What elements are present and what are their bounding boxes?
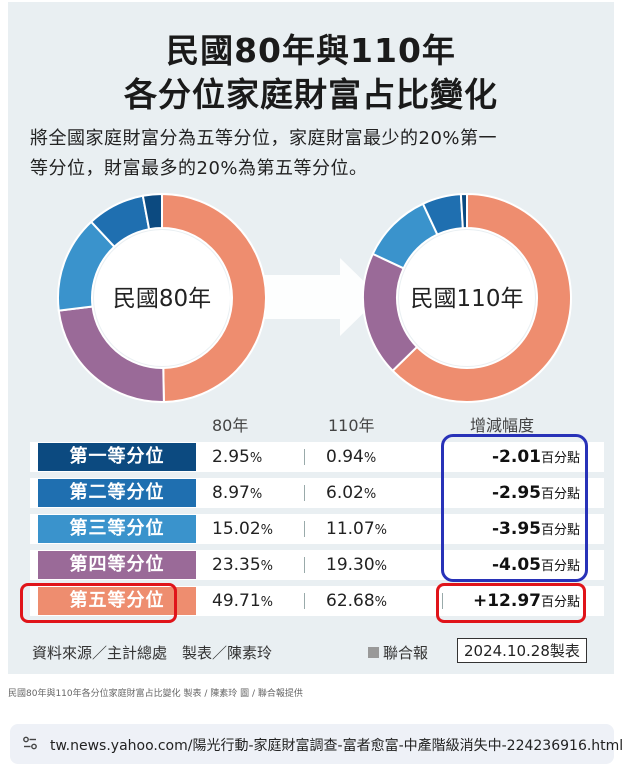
blue-highlight-box [441,434,588,582]
donut-slice-1 [459,192,468,230]
publisher-square-icon [368,647,379,658]
source-credit: 資料來源／主計總處 製表／陳素玲 [32,644,273,662]
table-row: 第四等分位 23.35% 19.30% -4.05百分點 [30,550,604,580]
column-divider [304,449,305,465]
donut-slice-1 [141,192,163,231]
value-110: 0.94% [326,447,377,467]
value-80: 8.97% [212,483,263,503]
column-divider [304,557,305,573]
column-header-80: 80年 [212,416,249,435]
value-80: 15.02% [212,519,274,539]
description-line-1: 將全國家庭財富分為五等分位，家庭財富最少的20%第一 [30,128,498,149]
row-label: 第三等分位 [38,515,196,543]
value-80: 49.71% [212,591,274,611]
donut-hole [399,230,535,366]
value-80: 23.35% [212,555,274,575]
donut-slice-5 [161,192,267,404]
row-label: 第五等分位 [38,587,196,615]
donut-hole [94,230,230,366]
date-stamp: 2024.10.28製表 [457,638,587,663]
row-label: 第二等分位 [38,479,196,507]
donut-slice-5 [391,192,572,403]
change-value: +12.97百分點 [472,591,580,611]
change-value: -4.05百分點 [491,555,580,575]
value-110: 62.68% [326,591,388,611]
url-text[interactable]: tw.news.yahoo.com/陽光行動-家庭財富調查-富者愈富-中產階級消… [50,738,622,754]
arrow-icon [230,258,380,336]
table-row: 第三等分位 15.02% 11.07% -3.95百分點 [30,514,604,544]
table-row: 第二等分位 8.97% 6.02% -2.95百分點 [30,478,604,508]
change-value: -2.01百分點 [491,447,580,467]
row-label: 第四等分位 [38,551,196,579]
red-highlight-box-change [436,583,586,623]
table-row: 第五等分位 49.71% 62.68% +12.97百分點 [30,586,604,616]
column-divider [304,485,305,501]
value-110: 6.02% [326,483,377,503]
value-110: 11.07% [326,519,388,539]
value-80: 2.95% [212,447,263,467]
publisher: 聯合報 [368,642,428,663]
change-value: -3.95百分點 [491,519,580,539]
donut-center-label: 民國80年 [113,286,211,312]
change-value: -2.95百分點 [491,483,580,503]
site-settings-icon[interactable] [22,735,38,751]
image-caption: 民國80年與110年各分位家庭財富占比變化 製表 / 陳素玲 圖 / 聯合報提供 [8,689,303,699]
column-divider [442,593,443,609]
donut-80: 民國80年 [57,192,267,404]
column-divider [304,593,305,609]
publisher-name: 聯合報 [383,644,429,662]
title-line-2: 各分位家庭財富占比變化 [124,75,498,114]
value-110: 19.30% [326,555,388,575]
column-header-change: 增減幅度 [470,416,535,435]
infographic-card: 民國80年與110年 各分位家庭財富占比變化 將全國家庭財富分為五等分位，家庭財… [8,2,614,674]
row-label: 第一等分位 [38,443,196,471]
donut-charts: 民國80年 民國110年 [57,192,572,404]
donut-110: 民國110年 [362,192,572,403]
column-header-110: 110年 [328,416,375,435]
description-line-2: 等分位，財富最多的20%為第五等分位。 [30,158,368,179]
title-line-1: 民國80年與110年 [166,31,456,70]
column-divider [304,521,305,537]
red-highlight-box-label [20,583,177,623]
url-bar[interactable]: tw.news.yahoo.com/陽光行動-家庭財富調查-富者愈富-中產階級消… [10,724,622,764]
donut-center-label: 民國110年 [411,286,524,312]
table-row: 第一等分位 2.95% 0.94% -2.01百分點 [30,442,604,472]
